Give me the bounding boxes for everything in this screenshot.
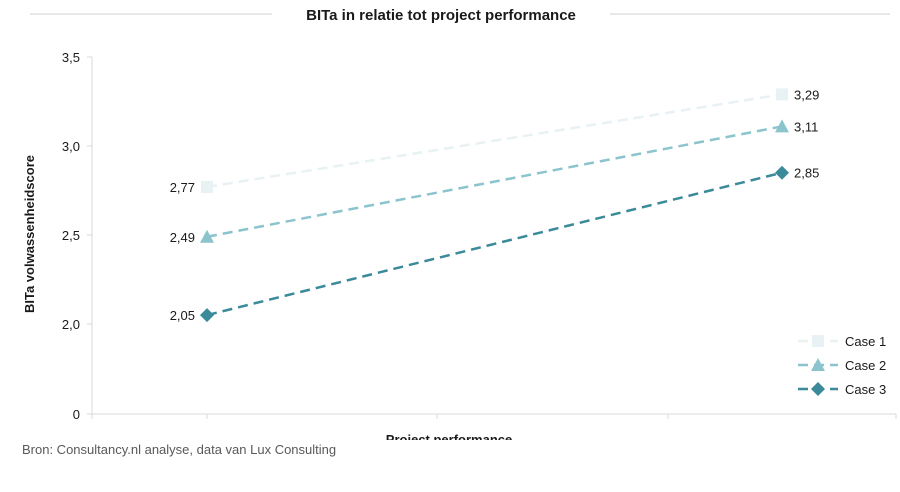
data-point: [200, 308, 214, 323]
series-line: [206, 125, 783, 239]
data-point: [775, 165, 789, 180]
series-2: 2,49 3,11: [170, 119, 818, 245]
legend-swatch-marker: [811, 382, 825, 396]
axes: [91, 57, 897, 419]
data-label: 2,49: [170, 230, 195, 245]
legend-swatch-marker: [812, 335, 824, 347]
y-axis-label: BITa volwassenheidscore: [22, 155, 37, 313]
legend-item: Case 1: [798, 334, 886, 349]
legend-label: Case 3: [845, 382, 886, 397]
y-tick-label: 3,5: [62, 50, 80, 65]
legend-swatch-marker: [811, 358, 825, 371]
data-point: [776, 88, 788, 101]
data-label: 2,05: [170, 308, 195, 323]
series-1: 2,77 3,29: [170, 87, 820, 195]
series-line: [206, 93, 783, 189]
data-point: [201, 180, 213, 193]
chart-title: BITa in relatie tot project performance: [306, 7, 576, 24]
legend-label: Case 2: [845, 358, 886, 373]
series-3: 2,05 2,85: [170, 165, 819, 323]
y-tick-label: 3,0: [62, 139, 80, 154]
data-label: 2,77: [170, 180, 195, 195]
x-axis-label: Project performance: [386, 432, 512, 440]
legend: Case 1 Case 2 Case 3: [798, 334, 886, 397]
y-tick-label: 2,0: [62, 317, 80, 332]
data-label: 3,11: [794, 119, 818, 134]
y-tick-label: 0: [73, 407, 80, 422]
y-tick-label: 2,5: [62, 228, 80, 243]
data-point: [775, 119, 789, 133]
legend-label: Case 1: [845, 334, 886, 349]
line-chart: BITa in relatie tot project performance …: [22, 7, 897, 440]
data-label: 2,85: [794, 166, 819, 181]
y-ticks: 0 2,0 2,5 3,0 3,5: [62, 50, 92, 422]
legend-item: Case 3: [798, 382, 886, 397]
data-label: 3,29: [794, 87, 819, 102]
legend-item: Case 2: [798, 358, 886, 373]
series-line: [206, 171, 783, 317]
data-point: [200, 229, 214, 243]
series-layer: 2,77 3,29 2,49 3,11 2,05 2,85: [170, 87, 820, 323]
source-note: Bron: Consultancy.nl analyse, data van L…: [22, 442, 337, 457]
